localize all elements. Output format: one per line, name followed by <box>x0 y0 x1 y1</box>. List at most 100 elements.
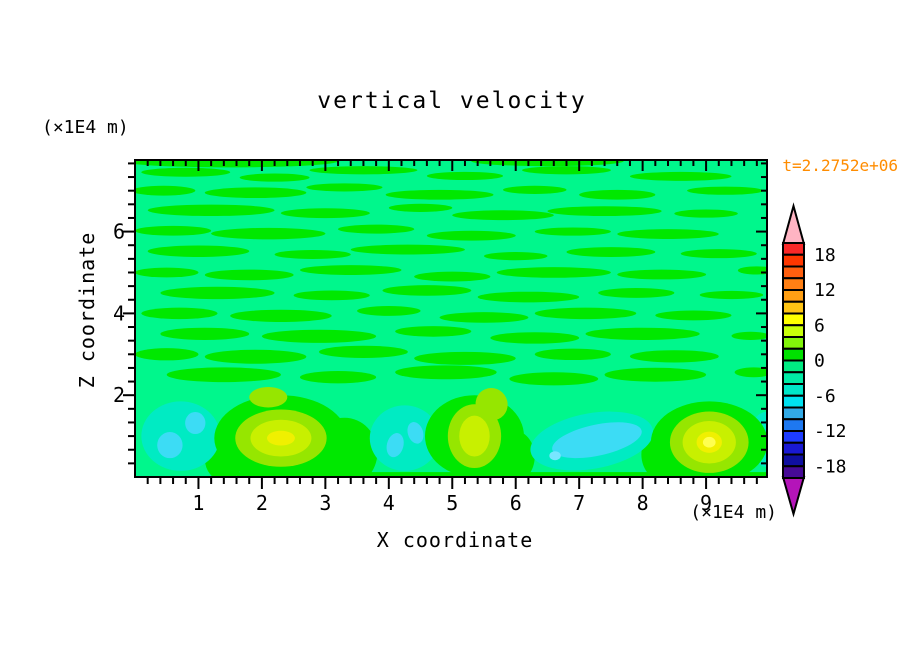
field-streak <box>274 249 351 259</box>
updraft-ring <box>266 430 295 446</box>
field-streak <box>350 244 465 255</box>
field-streak <box>239 173 310 182</box>
colorbar-segment <box>782 441 805 456</box>
field-streak <box>230 309 332 322</box>
field-streak <box>211 227 326 240</box>
field-streak <box>141 167 231 177</box>
field-streak <box>395 326 472 337</box>
field-streak <box>426 171 504 181</box>
field-streak <box>204 187 307 199</box>
field-streak <box>617 229 719 239</box>
colorbar-tick-label: -12 <box>814 421 847 442</box>
colorbar-tick-label: 0 <box>814 351 825 372</box>
field-streak <box>439 312 529 323</box>
z-axis-unit-label: (×1E4 m) <box>42 117 129 138</box>
x-axis-label: X coordinate <box>376 528 534 552</box>
colorbar-segment <box>782 371 805 385</box>
colorbar-segment <box>782 277 805 291</box>
field-streak <box>534 307 637 320</box>
x-tick-label: 9 <box>700 491 712 515</box>
field-streak <box>477 291 580 303</box>
field-streak <box>674 209 738 218</box>
x-tick-label: 1 <box>192 491 204 515</box>
colorbar-segment <box>782 265 805 280</box>
colorbar-segment <box>782 465 805 479</box>
field-streak <box>585 327 700 340</box>
z-tick-label: 6 <box>113 220 125 244</box>
field-streak <box>141 307 218 320</box>
colorbar-under-arrow <box>781 476 806 518</box>
downdraft-core <box>552 422 642 459</box>
field-streak <box>160 286 275 300</box>
updraft-ring <box>702 436 716 448</box>
field-streak <box>737 266 767 275</box>
field-streak <box>598 288 675 298</box>
field-streak <box>629 171 732 181</box>
field-streak <box>299 265 402 275</box>
colorbar-segment <box>782 359 805 374</box>
updraft-wisp <box>249 387 288 408</box>
downdraft-blob <box>141 401 221 471</box>
colorbar-segment <box>782 336 805 350</box>
field-streak <box>204 269 294 281</box>
colorbar-segment <box>782 383 805 397</box>
field-streak <box>496 267 611 278</box>
field-streak <box>204 349 307 364</box>
downdraft-blob <box>369 405 440 471</box>
field-streak <box>135 225 212 236</box>
field-streak <box>699 290 764 300</box>
field-streak <box>503 185 567 194</box>
field-streak <box>261 329 377 343</box>
x-tick-label: 3 <box>319 491 331 515</box>
x-tick-label: 5 <box>446 491 458 515</box>
z-tick-label: 4 <box>113 301 125 325</box>
field-streak <box>522 166 611 175</box>
axis-ticks <box>123 161 766 489</box>
field-streak <box>731 331 767 340</box>
field-streak <box>135 267 199 278</box>
colorbar-segment <box>782 394 805 409</box>
field-streak <box>534 227 611 236</box>
field-streak <box>338 224 415 234</box>
field-streak <box>147 245 250 257</box>
field-streak <box>687 186 764 195</box>
field-streak <box>319 345 408 358</box>
time-annotation: t=2.2752e+06 <box>782 156 898 175</box>
colorbar: 18 12 6 0 -6 -12 -18 <box>781 202 847 518</box>
field-streak <box>617 269 707 280</box>
x-tick-label: 6 <box>510 491 522 515</box>
field-streak <box>309 166 418 175</box>
field-streak <box>579 189 656 200</box>
field-streak <box>490 332 580 344</box>
updraft-wisp <box>475 387 508 421</box>
colorbar-segment <box>782 418 805 432</box>
colorbar-over-arrow <box>781 202 806 245</box>
field-streak <box>147 204 275 217</box>
colorbar-tick-label: -18 <box>814 456 847 477</box>
field-streak <box>471 160 624 167</box>
field-streak <box>293 290 370 301</box>
colorbar-tick-label: -6 <box>814 386 836 407</box>
colorbar-tick-label: 12 <box>814 280 836 301</box>
field-streak <box>604 367 707 382</box>
field-streak <box>306 183 383 192</box>
colorbar-segment <box>782 300 805 315</box>
downdraft-core <box>407 422 424 444</box>
field-streak <box>414 351 516 365</box>
field-streak <box>382 285 472 296</box>
colorbar-segment <box>782 289 805 303</box>
chart-title: vertical velocity <box>317 88 587 114</box>
z-tick-label: 2 <box>113 383 125 407</box>
field-streak <box>166 367 281 383</box>
downdraft-spot <box>549 451 561 461</box>
updraft-ring <box>459 415 490 457</box>
downdraft-core <box>185 411 206 435</box>
colorbar-segment <box>782 253 805 268</box>
field-streak <box>135 160 339 168</box>
colorbar-tick-label: 18 <box>814 245 836 266</box>
field-streak <box>388 203 453 212</box>
colorbar-tick-label: 6 <box>814 315 825 336</box>
x-tick-label: 7 <box>573 491 585 515</box>
field-streak <box>135 185 196 196</box>
